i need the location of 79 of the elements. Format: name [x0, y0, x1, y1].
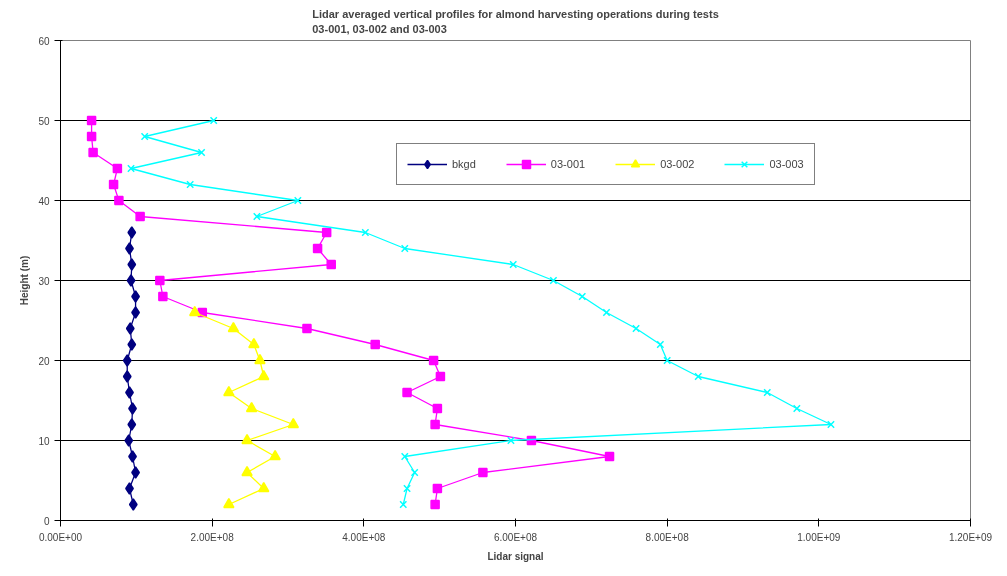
point — [227, 321, 240, 333]
y-tick-label: 10 — [38, 435, 50, 447]
point — [248, 337, 260, 349]
point — [108, 179, 119, 190]
point — [257, 481, 270, 493]
point — [410, 468, 419, 477]
point — [302, 323, 312, 334]
point — [245, 401, 258, 413]
legend-label: 03-003 — [769, 158, 804, 170]
point — [112, 163, 123, 174]
x-tick-label: 4.00E+08 — [342, 531, 386, 543]
point — [321, 227, 332, 238]
x-tick-label: 8.00E+08 — [645, 531, 690, 543]
y-axis-title: Height (m) — [19, 255, 31, 306]
point — [430, 419, 440, 430]
point — [509, 260, 518, 269]
point — [428, 355, 439, 366]
point — [122, 354, 132, 367]
point — [254, 353, 266, 365]
point — [188, 305, 201, 317]
point — [604, 451, 615, 462]
point — [400, 244, 409, 253]
point — [88, 147, 98, 158]
point — [435, 371, 446, 382]
point — [287, 417, 300, 429]
point — [155, 275, 165, 286]
point — [252, 212, 261, 221]
point — [312, 243, 323, 254]
x-axis-title: Lidar signal — [487, 550, 544, 562]
point — [127, 258, 137, 271]
point — [223, 497, 235, 509]
point — [125, 322, 135, 335]
point — [241, 433, 253, 445]
point — [432, 483, 443, 494]
y-tick-label: 0 — [43, 515, 50, 527]
y-tick-label: 20 — [38, 355, 50, 367]
point — [399, 500, 408, 509]
point — [326, 259, 336, 270]
point — [602, 308, 611, 317]
y-tick-label: 30 — [38, 275, 50, 287]
chart-title: Lidar averaged vertical profiles for almond harvesting operations during tests 03-001, 03-002 and 03-003 — [312, 7, 719, 36]
x-tick-label: 1.00E+09 — [797, 531, 841, 543]
point — [128, 498, 138, 511]
point — [124, 434, 134, 447]
point — [158, 291, 168, 302]
point — [127, 418, 137, 431]
y-tick-label: 50 — [38, 115, 50, 127]
point — [86, 115, 97, 126]
point — [370, 339, 380, 350]
point — [257, 369, 270, 381]
y-tick-label: 60 — [38, 35, 50, 47]
point — [507, 436, 515, 445]
point — [114, 195, 124, 206]
point — [400, 452, 409, 461]
point — [402, 387, 412, 398]
point — [122, 370, 132, 383]
point — [223, 385, 235, 397]
legend-label: 03-001 — [550, 158, 586, 170]
point — [403, 484, 411, 493]
x-tick-label: 2.00E+08 — [190, 531, 235, 543]
point — [86, 131, 97, 142]
point — [241, 465, 253, 477]
legend-label: bkgd — [452, 158, 476, 170]
x-tick-label: 6.00E+08 — [493, 531, 538, 543]
point — [135, 211, 145, 222]
point — [478, 467, 488, 478]
point — [197, 148, 206, 157]
point — [432, 403, 443, 414]
x-tick-label: 0.00E+00 — [38, 531, 83, 543]
point — [126, 274, 136, 287]
point — [127, 226, 137, 239]
y-tick-label: 40 — [38, 195, 50, 207]
point — [269, 449, 281, 461]
point — [127, 338, 137, 351]
point — [293, 196, 302, 205]
legend-label: 03-002 — [660, 158, 695, 170]
point — [430, 499, 440, 510]
x-tick-label: 1.20E+09 — [948, 531, 993, 543]
point — [361, 228, 370, 237]
